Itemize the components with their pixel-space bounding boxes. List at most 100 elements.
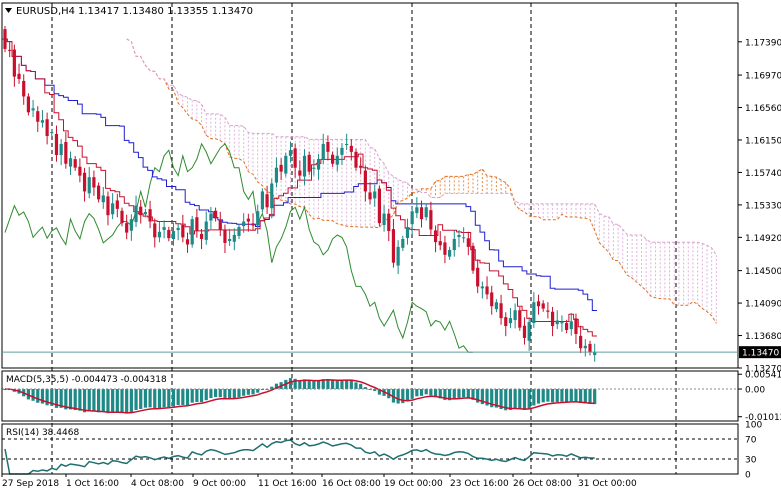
candle-body [256, 211, 260, 226]
macd-bar [185, 389, 190, 406]
candle-body [139, 206, 143, 216]
candle-body [214, 210, 218, 219]
candle-body [171, 231, 176, 240]
macd-bar [588, 389, 592, 405]
candle-body [359, 165, 363, 168]
candle-body [111, 203, 115, 215]
candle-body [565, 323, 569, 330]
macd-bar [518, 389, 522, 410]
macd-bar [494, 389, 498, 408]
candle-body [68, 158, 73, 167]
y-tick-label: 1.16150 [745, 136, 781, 146]
x-tick-label: 4 Oct 08:00 [131, 479, 184, 489]
current-price-label: 1.13470 [742, 349, 779, 359]
candle-body [288, 150, 293, 156]
candle-body [579, 335, 583, 349]
macd-bar [579, 389, 583, 404]
candle-body [92, 177, 96, 188]
macd-bar [214, 389, 218, 397]
y-tick-label: 1.15740 [745, 169, 781, 179]
macd-bar [223, 389, 227, 399]
y-tick-label: 1.15330 [745, 201, 781, 211]
candle-body [424, 207, 428, 218]
frame-layer [1, 2, 739, 475]
candle-body [490, 292, 494, 307]
candle-body [274, 167, 279, 183]
candle-body [251, 223, 255, 226]
candle-body [270, 183, 274, 209]
macd-bar [316, 380, 321, 390]
macd-bar [167, 389, 171, 408]
candle-body [167, 229, 171, 239]
macd-bar [312, 381, 316, 390]
macd-bar [274, 383, 279, 390]
main-frame [1, 2, 739, 369]
span-a-line [126, 38, 717, 324]
macd-bar [593, 389, 597, 405]
candle-body [199, 233, 204, 239]
y-tick-label: 1.13680 [745, 332, 781, 342]
candle-body [499, 303, 503, 319]
macd-bar [50, 389, 54, 406]
macd-bar [153, 389, 157, 409]
symbol-label: EURUSD,H4 [16, 6, 75, 17]
macd-bar [546, 389, 550, 402]
indicator-lines [2, 38, 717, 353]
macd-bar [101, 389, 105, 412]
candle-body [298, 170, 302, 176]
candle-body [242, 221, 246, 227]
candle-body [345, 143, 349, 146]
macd-bar [111, 389, 115, 413]
macd-bar [335, 380, 339, 390]
macd-bar [331, 380, 335, 390]
macd-bar [419, 389, 424, 396]
macd-tick-label: -0.010129 [745, 413, 781, 423]
y-tick-label: 1.14090 [745, 300, 781, 310]
candle-body [260, 191, 264, 210]
macd-bar [40, 389, 45, 404]
dropdown-triangle-icon[interactable] [5, 8, 12, 13]
x-tick-label: 27 Sep 2018 [2, 479, 59, 489]
x-tick-label: 26 Oct 08:00 [513, 479, 572, 489]
macd-bar [209, 389, 213, 399]
macd-bar [68, 389, 73, 410]
candle-body [466, 238, 470, 247]
macd-bar [92, 389, 96, 412]
current-price-box [739, 346, 781, 359]
candle-body [129, 219, 133, 231]
candle-body [391, 229, 396, 263]
macd-bar [237, 389, 241, 398]
macd-bar [340, 380, 344, 390]
rsi-label: RSI(14) 38.4468 [6, 428, 79, 438]
macd-bar [139, 389, 143, 409]
candle-body [134, 205, 138, 222]
candle-body [97, 185, 101, 200]
candles [3, 25, 597, 362]
macd-bar [106, 389, 110, 414]
macd-bar [363, 387, 367, 390]
candle-body [64, 142, 68, 164]
candle-body [508, 318, 513, 324]
candle-body [12, 49, 16, 77]
macd-bar [476, 389, 480, 403]
candle-body [518, 310, 522, 328]
candle-body [176, 227, 180, 231]
macd-bar [218, 389, 222, 398]
macd-bar [82, 389, 87, 413]
macd-bar [499, 389, 503, 410]
candle-body [401, 238, 405, 248]
macd-bar [532, 389, 536, 406]
candle-body [115, 200, 119, 209]
macd-bar [550, 389, 555, 403]
candle-body [363, 170, 367, 192]
macd-bar [433, 389, 438, 398]
macd-bar [54, 389, 59, 408]
macd-bar [504, 389, 508, 411]
macd-bar [87, 389, 91, 412]
macd-bar [232, 389, 236, 399]
candle-body [181, 225, 185, 238]
candle-body [569, 321, 573, 330]
macd-bar [26, 389, 30, 400]
candle-body [316, 158, 321, 170]
candle-body [532, 302, 536, 324]
